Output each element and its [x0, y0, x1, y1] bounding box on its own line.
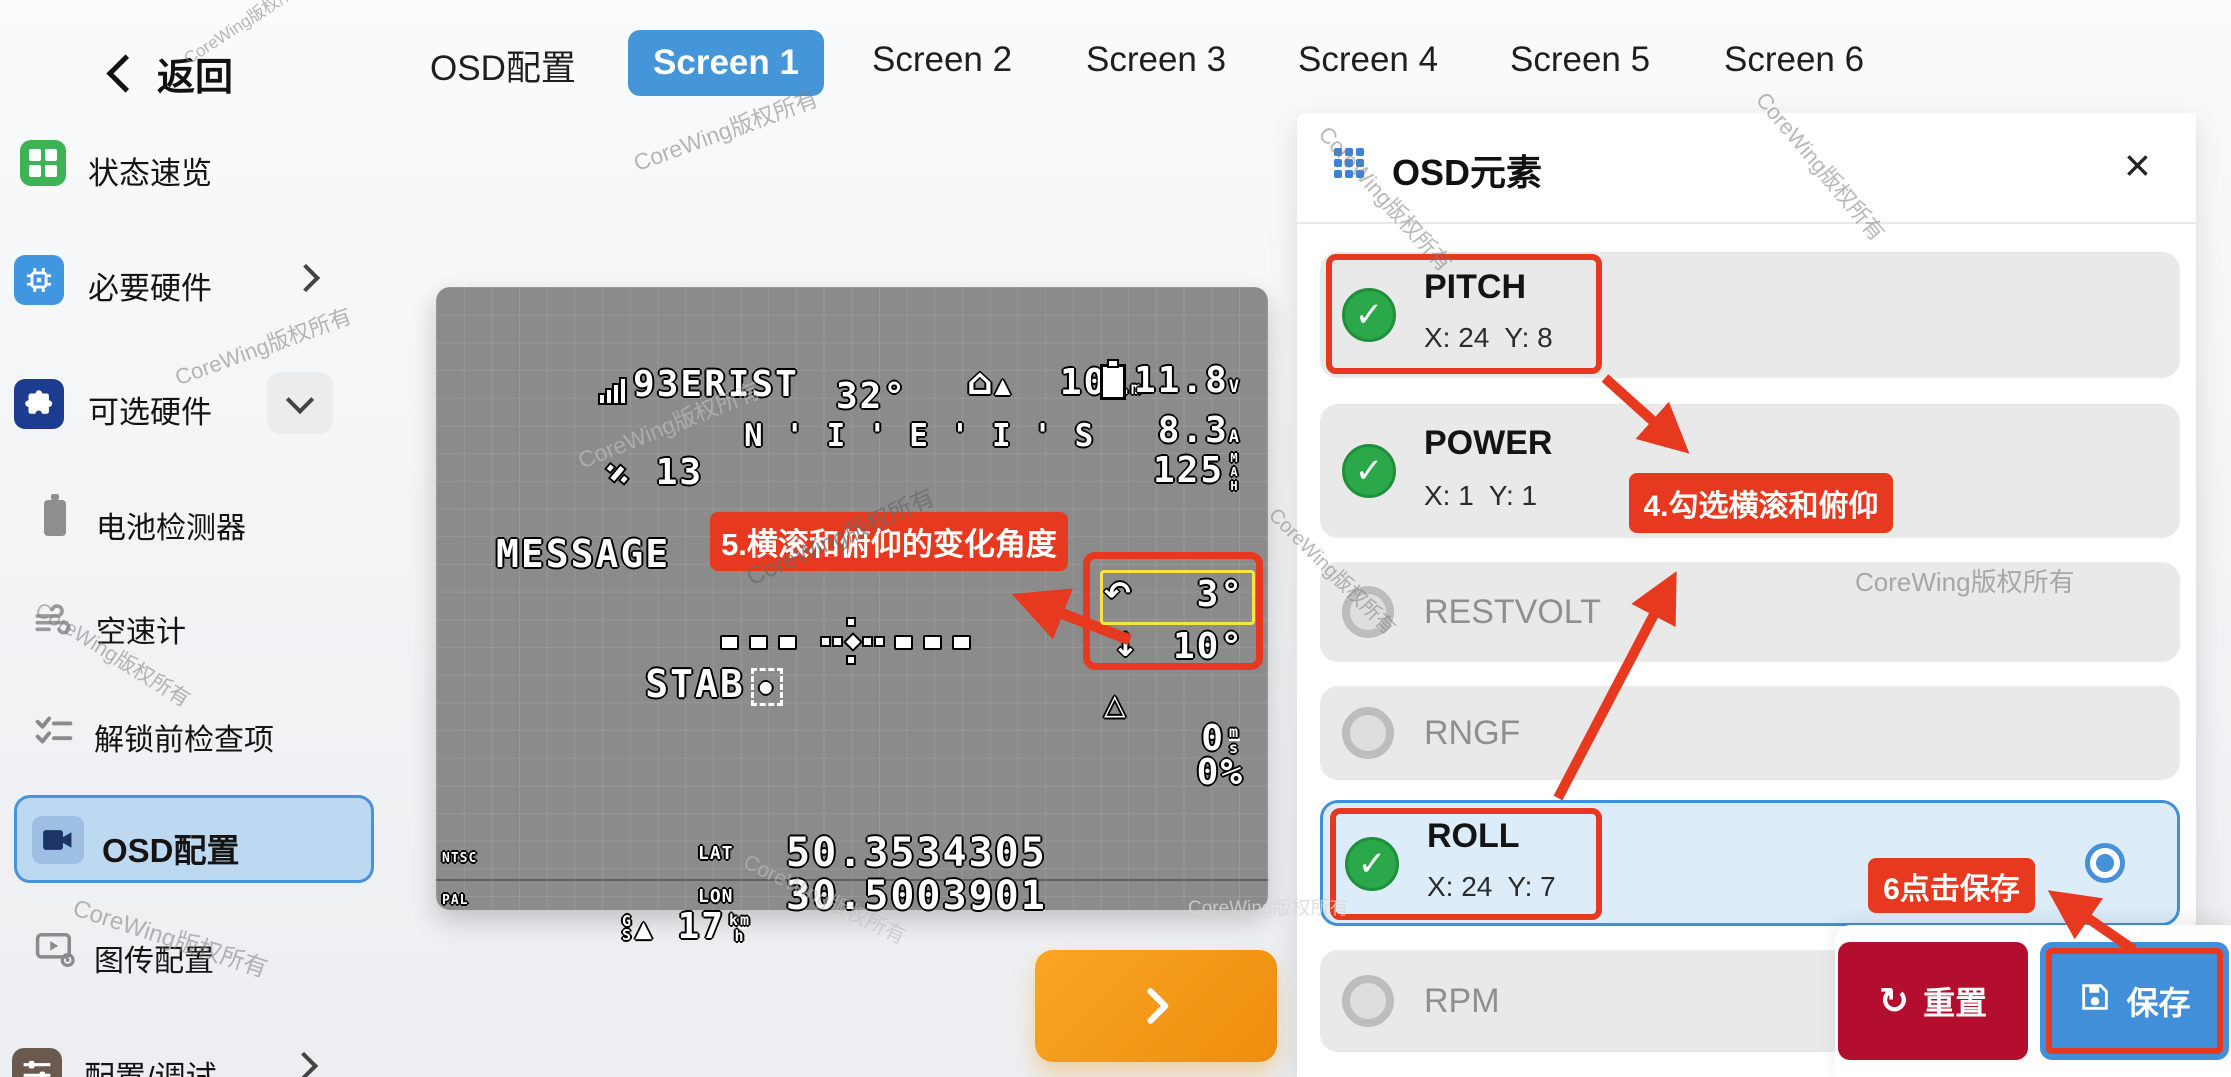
sidebar-item-optional-hw[interactable]: 可选硬件	[88, 395, 212, 430]
checked-icon[interactable]: ✓	[1342, 288, 1396, 342]
rssi-icon	[600, 364, 633, 405]
sidebar-item-prearm-checks[interactable]: 解锁前检查项	[94, 724, 274, 757]
chevron-right-icon[interactable]	[291, 263, 321, 293]
osd-home-heading[interactable]: 32°	[836, 376, 908, 417]
flight-mode-flag-icon: ●	[750, 667, 783, 706]
reset-button[interactable]: ↻ 重置	[1838, 942, 2028, 1060]
osd-horizon-left-dashes	[720, 635, 807, 655]
osd-element-item-roll[interactable]: ✓ ROLL X: 24 Y: 7	[1320, 800, 2180, 926]
osd-sats[interactable]: 13	[460, 419, 703, 527]
osd-voltage[interactable]: 11.8V	[958, 327, 1240, 436]
header-divider	[1297, 222, 2196, 224]
mountain-icon: ▲	[994, 371, 1013, 401]
osd-compass[interactable]: N ' I ' E ' I ' S	[744, 418, 1096, 454]
wind-icon	[34, 604, 74, 643]
osd-message[interactable]: MESSAGE	[496, 532, 671, 576]
unchecked-icon[interactable]	[1342, 707, 1394, 759]
chevron-down-icon	[285, 385, 315, 415]
tab-screen-5[interactable]: Screen 5	[1510, 40, 1651, 79]
battery-icon	[44, 500, 66, 536]
tab-screen-2[interactable]: Screen 2	[872, 40, 1013, 79]
osd-crosshair-icon	[822, 617, 883, 667]
pal-boundary-line	[436, 879, 1268, 881]
osd-lat-value[interactable]: 50.3534305	[786, 830, 1047, 876]
osd-horizon-right-dashes	[894, 635, 981, 655]
back-button[interactable]: 返回	[106, 46, 234, 101]
element-coords: X: 1 Y: 1	[1424, 480, 1538, 511]
checked-icon[interactable]: ✓	[1342, 444, 1396, 498]
osd-craft-name[interactable]: 93ERIST	[458, 331, 799, 439]
tab-osd-config[interactable]: OSD配置	[430, 49, 576, 88]
battery-nub-icon	[51, 494, 59, 500]
puzzle-icon	[14, 379, 64, 429]
battery-icon	[1100, 359, 1127, 400]
unchecked-icon[interactable]	[1342, 975, 1394, 1027]
osd-ntsc-label: NTSC	[442, 851, 478, 866]
sidebar-item-battery-detector[interactable]: 电池检测器	[96, 512, 246, 545]
video-camera-icon	[32, 816, 84, 864]
sidebar-item-required-hw[interactable]: 必要硬件	[88, 271, 212, 306]
osd-throttle[interactable]: 0%	[1196, 752, 1244, 793]
vtx-icon	[34, 930, 76, 973]
chevron-right-icon	[1147, 988, 1169, 1024]
tune-icon	[12, 1048, 62, 1077]
sidebar-item-vtx-config[interactable]: 图传配置	[94, 945, 214, 978]
cpu-icon	[14, 255, 64, 305]
sidebar-item-status[interactable]: 状态速览	[88, 156, 212, 191]
osd-lon-value[interactable]: 30.5003901	[786, 873, 1047, 919]
tab-screen-4[interactable]: Screen 4	[1298, 40, 1439, 79]
sidebar-item-osd-config-label: OSD配置	[102, 832, 240, 869]
panel-title: OSD元素	[1392, 152, 1543, 193]
highlight-box-roll-value	[1100, 570, 1255, 625]
osd-pal-label: PAL	[442, 893, 469, 908]
chevron-right-icon	[289, 1051, 319, 1077]
checked-icon[interactable]: ✓	[1345, 837, 1399, 891]
checklist-icon	[34, 712, 74, 753]
tab-screen-3[interactable]: Screen 3	[1086, 40, 1227, 79]
next-step-button[interactable]	[1035, 950, 1277, 1062]
sidebar-item-config-debug[interactable]: 配置/调试	[84, 1052, 217, 1077]
close-icon[interactable]: ×	[2124, 139, 2151, 191]
save-floppy-icon	[2078, 980, 2112, 1022]
save-button[interactable]: 保存	[2040, 942, 2229, 1060]
osd-lon-label: LON	[698, 886, 734, 907]
satellite-icon	[602, 452, 632, 493]
osd-ground-speed[interactable]: G S ▲ 17 km h	[622, 906, 752, 947]
vario-triangle-icon: △	[1104, 688, 1128, 721]
osd-roll-value[interactable]: 3°	[1196, 574, 1244, 615]
osd-flight-mode[interactable]: STAB ●	[496, 627, 783, 744]
unchecked-icon[interactable]	[1342, 586, 1394, 638]
osd-current[interactable]: 8.3A	[1157, 410, 1240, 451]
osd-capacity[interactable]: 125 MAH	[1152, 450, 1241, 493]
dashboard-grid-icon	[20, 140, 66, 186]
collapse-toggle[interactable]	[267, 372, 333, 434]
pitch-arrow-icon: ↓	[1112, 626, 1141, 664]
tab-screen-1[interactable]: Screen 1	[628, 30, 824, 96]
osd-element-item-pitch[interactable]: ✓ PITCH X: 24 Y: 8	[1320, 252, 2180, 378]
osd-element-item-restvolt[interactable]: RESTVOLT	[1320, 562, 2180, 662]
osd-lat-label: LAT	[698, 843, 734, 864]
tab-screen-6[interactable]: Screen 6	[1724, 40, 1865, 79]
osd-pitch-value[interactable]: 10°	[1172, 626, 1244, 667]
back-label: 返回	[157, 57, 234, 99]
grid-icon	[1334, 148, 1364, 178]
selected-radio[interactable]	[2085, 843, 2125, 883]
sidebar-item-airspeed[interactable]: 空速计	[96, 616, 186, 649]
back-chevron-icon	[106, 54, 145, 93]
element-coords: X: 24 Y: 7	[1427, 871, 1556, 902]
osd-element-item-power[interactable]: ✓ POWER X: 1 Y: 1	[1320, 404, 2180, 538]
element-coords: X: 24 Y: 8	[1424, 322, 1553, 353]
osd-element-item-rngf[interactable]: RNGF	[1320, 686, 2180, 780]
home-icon: ⌂	[967, 362, 995, 403]
refresh-icon: ↻	[1878, 980, 1910, 1022]
